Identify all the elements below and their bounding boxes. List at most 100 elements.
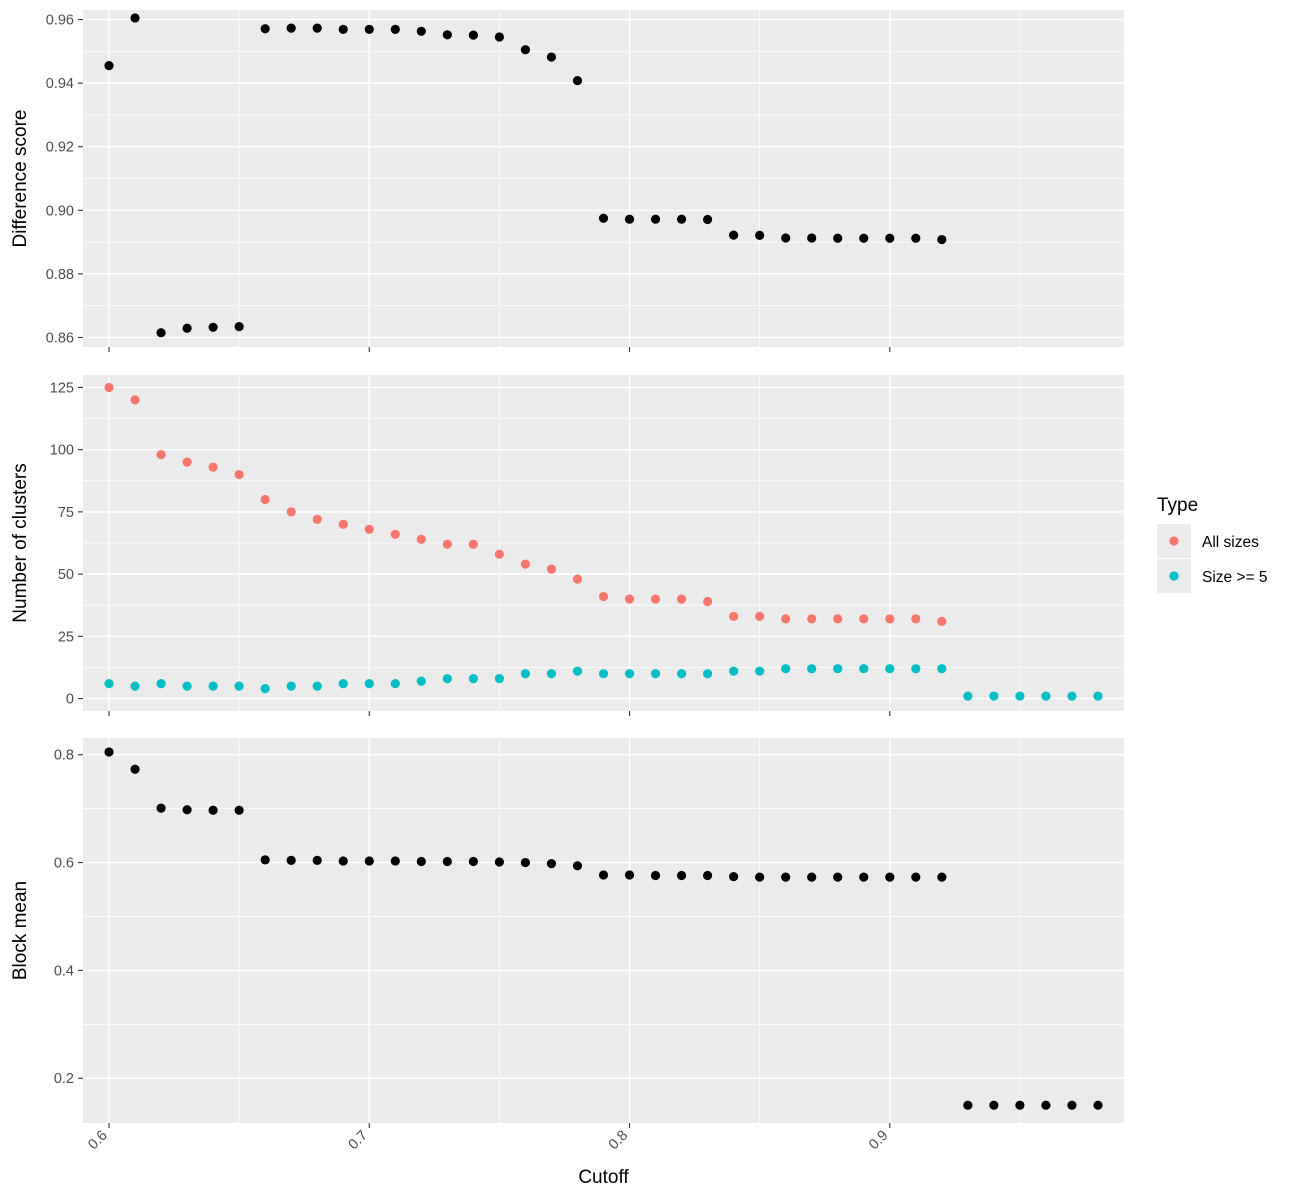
y-axis-title: Block mean — [10, 881, 31, 980]
data-point — [598, 213, 609, 223]
panel-background — [83, 738, 1124, 1123]
x-axis-title: Cutoff — [578, 1167, 629, 1188]
data-point — [911, 233, 921, 243]
data-point — [1067, 691, 1077, 701]
data-point — [676, 870, 687, 881]
y-tick-label: 0 — [66, 692, 74, 708]
data-point — [963, 1100, 973, 1110]
data-point — [937, 616, 947, 627]
data-point — [260, 494, 270, 505]
data-point — [911, 872, 921, 882]
data-point — [885, 233, 895, 243]
y-tick-label: 50 — [58, 567, 74, 583]
data-point — [390, 856, 400, 866]
data-point — [624, 870, 635, 880]
data-point — [494, 857, 504, 867]
data-point — [312, 681, 322, 691]
data-point — [416, 534, 426, 544]
data-point — [416, 676, 426, 686]
legend: Type All sizes Size >= 5 — [1157, 495, 1268, 593]
data-point — [807, 233, 817, 243]
data-point — [104, 382, 114, 393]
panel-middle: 0 25 50 75 100 125 Number of clusters — [10, 375, 1124, 716]
data-point — [520, 857, 531, 868]
data-point — [520, 45, 531, 55]
y-tick-label: 0.96 — [46, 13, 74, 29]
data-point — [676, 594, 687, 604]
data-point — [468, 30, 478, 40]
data-point — [182, 681, 192, 691]
data-point — [520, 669, 531, 679]
data-point — [156, 450, 166, 460]
data-point — [312, 23, 322, 33]
data-point — [182, 457, 192, 467]
y-axis-title: Difference score — [10, 110, 31, 248]
y-axis-title: Number of clusters — [10, 463, 31, 622]
data-point — [494, 549, 504, 559]
series-points — [104, 747, 1103, 1110]
data-point — [156, 679, 166, 689]
y-tick-label: 0.6 — [54, 856, 74, 872]
data-point — [859, 614, 869, 624]
data-point — [546, 859, 557, 869]
data-point — [963, 691, 973, 701]
data-point — [208, 322, 218, 332]
data-point — [650, 214, 661, 224]
y-tick-label: 0.8 — [54, 748, 74, 764]
data-point — [364, 856, 374, 866]
data-point — [755, 666, 765, 676]
data-point — [598, 591, 609, 602]
data-point — [1015, 691, 1025, 701]
data-point — [416, 856, 426, 867]
series-all-sizes — [104, 382, 947, 627]
data-point — [260, 684, 270, 694]
data-point — [807, 614, 817, 624]
data-point — [130, 395, 140, 405]
x-tick-label: 0.7 — [346, 1128, 372, 1154]
data-point — [885, 872, 895, 882]
series-points — [104, 13, 947, 338]
data-point — [338, 679, 348, 689]
data-point — [833, 614, 843, 624]
data-point — [650, 669, 661, 679]
data-point — [468, 856, 478, 867]
data-point — [781, 664, 791, 674]
data-point — [130, 13, 140, 23]
data-point — [390, 529, 400, 539]
data-point — [416, 26, 426, 36]
data-point — [390, 679, 400, 689]
legend-swatch-all-sizes — [1169, 536, 1179, 546]
data-point — [937, 872, 947, 882]
data-point — [364, 24, 374, 34]
data-point — [1093, 691, 1103, 701]
data-point — [104, 747, 114, 757]
data-point — [729, 230, 739, 240]
data-point — [234, 469, 244, 480]
data-point — [624, 669, 635, 679]
data-point — [234, 322, 244, 332]
data-point — [937, 664, 947, 674]
y-tick-label: 0.92 — [46, 140, 74, 156]
data-point — [338, 519, 348, 529]
data-point — [1093, 1100, 1103, 1110]
data-point — [442, 30, 452, 40]
data-point — [781, 233, 791, 243]
data-point — [703, 870, 713, 881]
data-point — [989, 691, 999, 701]
data-point — [572, 666, 583, 676]
data-point — [312, 514, 322, 524]
y-tick-label: 0.86 — [46, 330, 74, 346]
y-tick-label: 0.88 — [46, 267, 74, 283]
y-tick-label: 75 — [58, 505, 74, 521]
legend-label-all-sizes: All sizes — [1202, 534, 1259, 551]
data-point — [494, 32, 504, 42]
data-point — [156, 803, 166, 813]
data-point — [885, 664, 895, 674]
data-point — [624, 214, 635, 224]
data-point — [624, 594, 635, 604]
data-point — [833, 233, 843, 243]
legend-title: Type — [1157, 495, 1198, 516]
data-point — [442, 539, 452, 549]
data-point — [572, 574, 583, 584]
